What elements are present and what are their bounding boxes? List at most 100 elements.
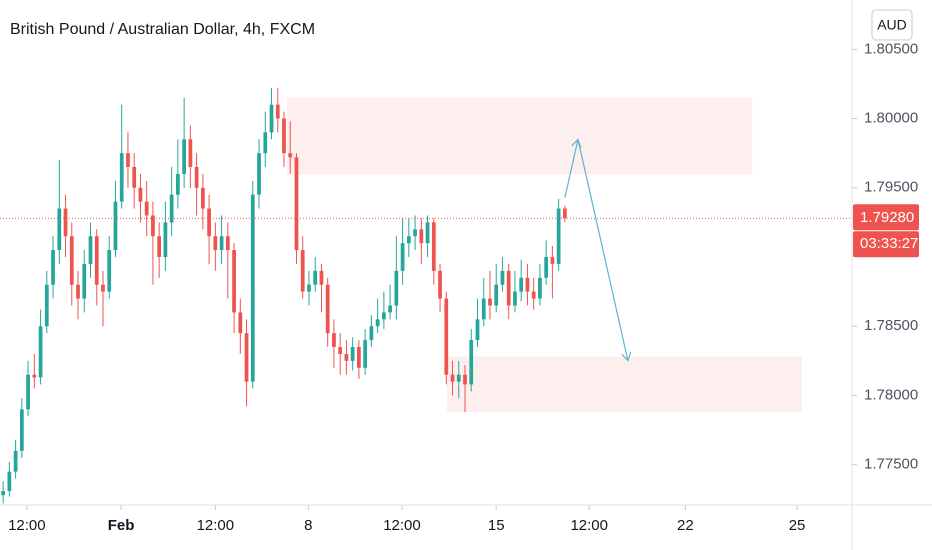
candle-body — [325, 284, 330, 334]
candle-body — [544, 257, 549, 278]
candle-body — [381, 312, 386, 320]
chart-title: British Pound / Australian Dollar, 4h, F… — [10, 21, 315, 38]
plot — [1, 88, 803, 504]
candle-body — [94, 236, 99, 285]
candle-body — [263, 132, 268, 154]
candle-body — [257, 153, 261, 195]
candle-body — [76, 284, 80, 299]
candle-body — [494, 284, 499, 306]
candle-body — [307, 284, 311, 292]
candle-body — [176, 173, 180, 195]
candle-body — [182, 139, 187, 174]
candle-body — [338, 347, 343, 354]
candle-body — [275, 104, 280, 119]
candle-body — [282, 118, 286, 154]
candle-body — [488, 298, 492, 306]
candle-body — [200, 187, 205, 209]
candle-body — [213, 236, 218, 251]
countdown-box — [853, 231, 919, 258]
x-tick-label: 12:00 — [383, 517, 421, 534]
candle-body — [169, 194, 174, 223]
x-tick-label: Feb — [108, 517, 135, 534]
candle-body — [350, 347, 355, 361]
overlay: 1.77500 1.78000 1.78500 1.79500 1.80000 1.805… — [0, 40, 919, 534]
candle-body — [313, 270, 318, 285]
candle-body — [556, 208, 561, 264]
candle-body — [500, 270, 505, 285]
arrow-head — [621, 351, 632, 362]
x-tick-label: 25 — [789, 517, 806, 534]
currency-label[interactable]: AUD — [877, 17, 907, 33]
candle-body — [225, 236, 230, 251]
candle-body — [69, 236, 74, 285]
candle-body — [332, 333, 336, 348]
candle-body — [400, 243, 405, 271]
x-tick-label: 22 — [677, 517, 694, 534]
candle-body — [469, 340, 474, 385]
candle-body — [388, 305, 392, 313]
currency-box[interactable] — [871, 9, 913, 41]
candle-body — [319, 270, 324, 285]
candle-body — [519, 277, 524, 292]
candle-body — [369, 326, 374, 341]
zone — [287, 97, 753, 175]
candle-body — [475, 319, 480, 341]
candle-body — [481, 298, 486, 320]
y-tick-label: 1.80000 — [864, 109, 918, 126]
candle-body — [101, 284, 105, 292]
candle-body — [363, 340, 368, 368]
candle-body — [375, 319, 380, 327]
candle-body — [244, 333, 249, 382]
zone — [446, 356, 803, 413]
candle-body — [163, 222, 168, 258]
candle-body — [413, 229, 417, 237]
candle-body — [425, 222, 430, 244]
candle-body — [51, 250, 55, 285]
candle-body — [538, 277, 542, 299]
candle-body — [88, 236, 93, 264]
candle-body — [132, 166, 137, 188]
candle-body — [357, 347, 361, 368]
candle-body — [288, 153, 293, 158]
x-tick-label: 15 — [488, 517, 505, 534]
x-tick-label: 12:00 — [197, 517, 235, 534]
candle-body — [7, 471, 12, 492]
candle-body — [194, 166, 199, 188]
candle-body — [513, 291, 517, 306]
candle-body — [107, 250, 112, 292]
candle-body — [419, 229, 424, 244]
candle-body — [144, 201, 149, 216]
x-tick-label: 12:00 — [570, 517, 608, 534]
candle-body — [188, 139, 193, 167]
candle-body — [438, 270, 442, 299]
y-tick-label: 1.78000 — [864, 386, 918, 403]
candle-body — [463, 374, 467, 385]
candle-body — [63, 208, 68, 237]
candle-body — [82, 263, 87, 299]
candle-body — [219, 236, 224, 251]
candle-body — [431, 222, 436, 271]
candle-body — [406, 236, 411, 244]
candle-body — [19, 409, 24, 451]
candle-body — [126, 153, 130, 167]
y-tick-label: 1.77500 — [864, 456, 918, 473]
candle-body — [113, 201, 118, 251]
candle-body — [531, 291, 536, 299]
candle-body — [525, 277, 530, 292]
candle-body — [394, 270, 399, 306]
y-tick-label: 1.79500 — [864, 179, 918, 196]
candle-body — [232, 250, 236, 313]
x-tick-label: 12:00 — [8, 517, 46, 534]
candle-body — [13, 450, 18, 472]
candle-body — [138, 187, 143, 202]
candle-body — [250, 194, 255, 382]
candle-body — [57, 208, 62, 251]
arrow-head — [571, 138, 582, 149]
x-tick-label: 8 — [304, 517, 312, 534]
candle-body — [26, 374, 30, 410]
candle-body — [456, 374, 461, 382]
countdown-label: 03:33:27 — [860, 235, 918, 252]
last-price-label: 1.79280 — [860, 209, 914, 226]
